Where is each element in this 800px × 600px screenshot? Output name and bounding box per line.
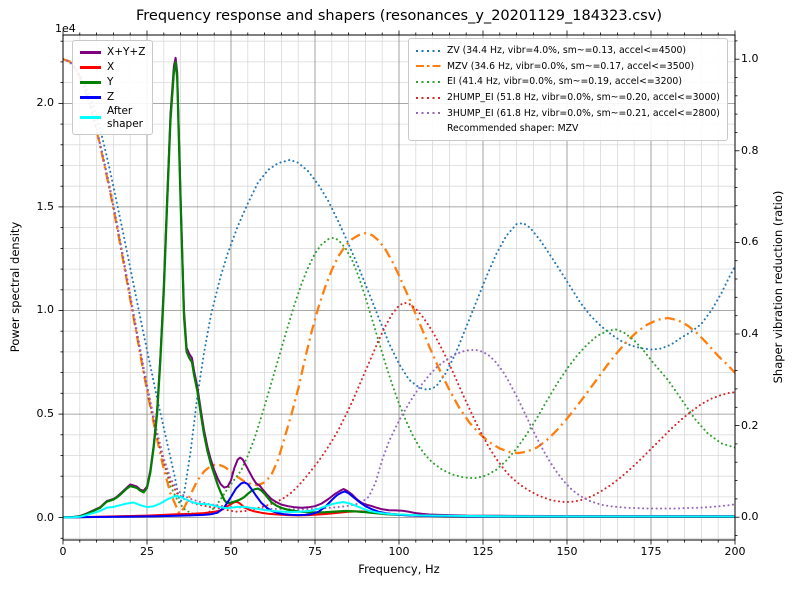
series-3hump-ei [63, 58, 735, 511]
x-tick-label: 25 [140, 545, 154, 558]
y-axis-right-label: Shaper vibration reduction (ratio) [771, 190, 785, 384]
legend-line-sample-solid [80, 116, 101, 119]
legend-item: MZV (34.6 Hz, vibr=0.0%, sm~=0.17, accel… [416, 59, 720, 75]
recommended-shaper-note: Recommended shaper: MZV [447, 122, 579, 134]
series-2hump-ei [63, 58, 735, 513]
legend-item-label: Y [107, 76, 114, 89]
legend-line-sample-solid [80, 81, 101, 84]
y-left-tick-label: 2.0 [36, 96, 55, 110]
y-axis-left-label: Power spectral density [8, 221, 22, 353]
y-left-tick-label: 0.0 [36, 510, 55, 524]
axis-ticks [58, 30, 740, 545]
y-right-tick-label: 0.4 [741, 326, 759, 340]
series-after-shaper [63, 494, 735, 519]
legend-item: ZV (34.4 Hz, vibr=4.0%, sm~=0.13, accel<… [416, 43, 720, 59]
y-right-tick-label: 0.8 [741, 143, 759, 157]
legend-item: 2HUMP_EI (51.8 Hz, vibr=0.0%, sm~=0.20, … [416, 90, 720, 106]
y-right-tick-label: 0.6 [741, 235, 759, 249]
x-tick-label: 150 [556, 545, 578, 558]
x-tick-label: 100 [388, 545, 410, 558]
series-ei [63, 58, 735, 516]
x-tick-label: 175 [640, 545, 662, 558]
x-tick-label: 0 [59, 545, 67, 558]
legend-line-sample-solid [80, 96, 101, 99]
legend-item: Z [80, 90, 145, 105]
legend-item-label: 3HUMP_EI (61.8 Hz, vibr=0.0%, sm~=0.21, … [447, 107, 720, 119]
legend-line-sample-dotted [416, 96, 441, 99]
y-right-tick-label: 0.0 [741, 510, 759, 524]
legend-line-sample-dashdot [416, 65, 441, 68]
legend-line-sample-dotted [416, 80, 441, 83]
series-group [63, 56, 735, 519]
legend-item: EI (41.4 Hz, vibr=0.0%, sm~=0.19, accel<… [416, 74, 720, 90]
legend-shapers: ZV (34.4 Hz, vibr=4.0%, sm~=0.13, accel<… [408, 38, 728, 141]
series-zv [63, 58, 735, 505]
legend-line-sample-dotted [416, 49, 441, 52]
legend-psd: X+Y+Z X Y Z After shaper [72, 40, 154, 135]
legend-item: X [80, 60, 145, 75]
legend-item: After shaper [80, 105, 145, 130]
legend-item: X+Y+Z [80, 45, 145, 60]
legend-item-label: 2HUMP_EI (51.8 Hz, vibr=0.0%, sm~=0.20, … [447, 92, 720, 104]
legend-item: 3HUMP_EI (61.8 Hz, vibr=0.0%, sm~=0.21, … [416, 105, 720, 121]
legend-line-sample-solid [80, 51, 101, 54]
x-tick-label: 125 [472, 545, 494, 558]
y-left-tick-label: 0.5 [36, 407, 55, 421]
legend-item-label: Z [107, 91, 115, 104]
x-axis-label: Frequency, Hz [358, 562, 440, 576]
legend-item-label: X+Y+Z [107, 46, 146, 59]
legend-line-sample-dotted [416, 112, 441, 115]
x-tick-label: 50 [224, 545, 238, 558]
legend-item-label: MZV (34.6 Hz, vibr=0.0%, sm~=0.17, accel… [447, 60, 695, 72]
y-left-tick-label: 1.0 [36, 303, 55, 317]
legend-item-label: EI (41.4 Hz, vibr=0.0%, sm~=0.19, accel<… [447, 76, 682, 88]
y-right-tick-label: 0.2 [741, 418, 759, 432]
y-right-tick-label: 1.0 [741, 52, 759, 66]
y-left-tick-label: 1.5 [36, 199, 55, 213]
legend-line-sample-solid [80, 66, 101, 69]
x-tick-label: 200 [724, 545, 746, 558]
y-axis-offset-label: 1e4 [55, 22, 76, 35]
series-y [63, 60, 735, 519]
legend-item: Y [80, 75, 145, 90]
x-tick-label: 75 [308, 545, 322, 558]
legend-item-label: After shaper [107, 105, 144, 130]
legend-item-label: ZV (34.4 Hz, vibr=4.0%, sm~=0.13, accel<… [447, 45, 687, 57]
chart-title: Frequency response and shapers (resonanc… [136, 8, 662, 24]
legend-item-label: X [107, 61, 115, 74]
